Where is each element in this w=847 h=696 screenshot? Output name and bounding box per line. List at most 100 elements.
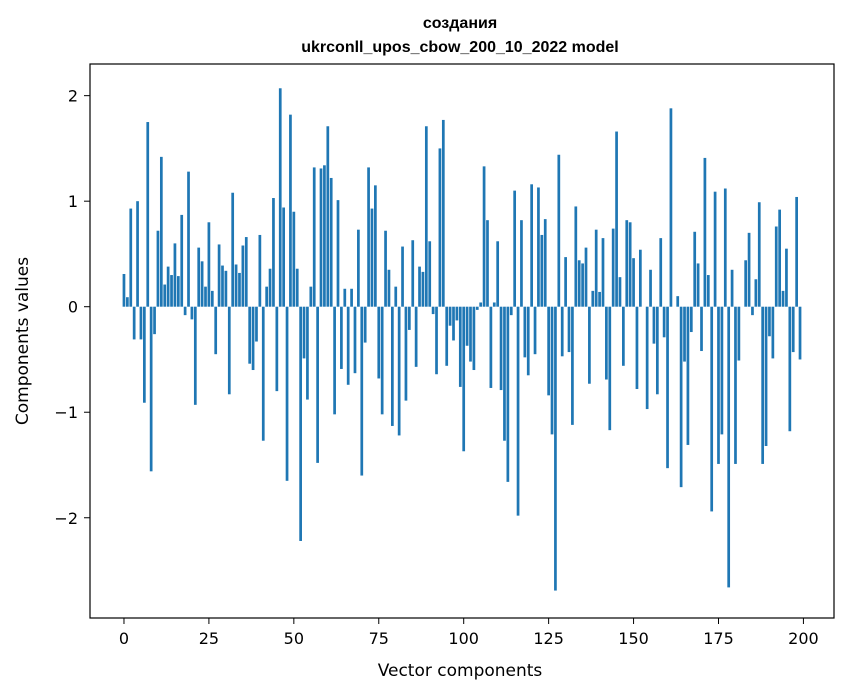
bar-47 xyxy=(282,207,286,307)
bar-55 xyxy=(309,286,313,307)
bar-147 xyxy=(622,306,625,366)
bar-164 xyxy=(679,306,683,488)
bar-18 xyxy=(183,306,187,316)
bar-198 xyxy=(795,196,798,307)
bar-26 xyxy=(210,290,214,307)
bar-130 xyxy=(564,257,567,307)
y-tick-label: −2 xyxy=(54,509,78,528)
bar-24 xyxy=(204,286,207,307)
bar-149 xyxy=(628,222,632,307)
bar-168 xyxy=(693,231,697,307)
bar-180 xyxy=(734,306,737,464)
bar-68 xyxy=(353,306,357,374)
bar-148 xyxy=(625,220,629,307)
bar-159 xyxy=(662,306,666,338)
bar-34 xyxy=(238,272,241,307)
bar-161 xyxy=(669,108,673,307)
bar-188 xyxy=(761,306,765,464)
bar-43 xyxy=(268,268,272,307)
bar-84 xyxy=(407,306,411,330)
bar-124 xyxy=(543,219,547,307)
bar-35 xyxy=(241,245,245,307)
bar-2 xyxy=(129,208,133,307)
bar-166 xyxy=(686,306,690,445)
bar-138 xyxy=(591,290,595,307)
bar-90 xyxy=(428,241,432,307)
bar-37 xyxy=(248,306,252,364)
bar-172 xyxy=(706,275,710,307)
bar-113 xyxy=(506,306,510,482)
x-tick-label: 75 xyxy=(369,629,389,648)
bar-121 xyxy=(533,306,537,355)
y-tick-label: 1 xyxy=(68,192,78,211)
x-tick-label: 175 xyxy=(703,629,734,648)
bar-65 xyxy=(343,288,347,307)
plot-frame xyxy=(89,63,835,619)
bar-165 xyxy=(683,306,686,362)
x-tick-label: 125 xyxy=(533,629,564,648)
bar-77 xyxy=(384,230,387,307)
bar-181 xyxy=(737,306,741,361)
bar-126 xyxy=(550,306,554,435)
bar-3 xyxy=(132,306,136,340)
bar-143 xyxy=(608,306,612,431)
bar-128 xyxy=(557,154,561,307)
bar-114 xyxy=(509,306,513,316)
bar-122 xyxy=(537,187,540,307)
y-tick-label: 0 xyxy=(68,298,78,317)
bar-117 xyxy=(520,220,523,307)
bar-197 xyxy=(791,306,795,353)
bar-103 xyxy=(472,306,476,371)
bar-22 xyxy=(197,247,201,307)
bar-136 xyxy=(584,247,588,307)
bar-30 xyxy=(224,270,228,307)
bar-97 xyxy=(452,306,455,341)
bar-46 xyxy=(278,88,282,307)
bar-85 xyxy=(411,240,415,307)
bar-192 xyxy=(774,226,778,307)
bar-116 xyxy=(516,306,520,516)
bar-45 xyxy=(275,306,279,392)
bar-160 xyxy=(666,306,669,469)
bar-134 xyxy=(577,260,581,307)
bar-132 xyxy=(571,306,574,425)
bar-71 xyxy=(363,306,367,343)
bar-64 xyxy=(340,306,343,369)
x-tick-label: 0 xyxy=(119,629,129,648)
bar-78 xyxy=(387,269,391,307)
bar-80 xyxy=(394,286,398,307)
bar-51 xyxy=(295,268,299,307)
bar-178 xyxy=(727,306,731,588)
bar-74 xyxy=(374,185,377,307)
bar-94 xyxy=(441,119,445,307)
bar-158 xyxy=(659,238,663,307)
bar-187 xyxy=(757,202,761,307)
bar-177 xyxy=(723,188,727,307)
bar-5 xyxy=(139,306,143,340)
bar-4 xyxy=(136,201,139,307)
bar-92 xyxy=(435,306,438,375)
bar-39 xyxy=(255,306,258,342)
y-tick-label: −1 xyxy=(54,403,78,422)
bar-199 xyxy=(798,306,802,360)
bar-185 xyxy=(751,306,754,316)
bar-135 xyxy=(581,263,584,307)
bar-28 xyxy=(217,244,221,307)
bar-190 xyxy=(768,306,771,337)
bar-119 xyxy=(526,306,530,376)
bar-14 xyxy=(170,275,173,307)
bar-81 xyxy=(397,306,401,436)
bar-67 xyxy=(350,288,353,307)
bar-142 xyxy=(605,306,608,380)
bar-60 xyxy=(326,126,330,307)
x-tick-label: 100 xyxy=(448,629,479,648)
bar-120 xyxy=(530,184,534,307)
x-tick-label: 150 xyxy=(618,629,649,648)
bar-96 xyxy=(448,306,452,326)
bar-11 xyxy=(159,156,163,307)
bar-42 xyxy=(265,286,269,307)
bar-48 xyxy=(285,306,289,481)
bar-79 xyxy=(390,306,394,426)
bar-31 xyxy=(227,306,231,395)
bar-112 xyxy=(503,306,506,441)
